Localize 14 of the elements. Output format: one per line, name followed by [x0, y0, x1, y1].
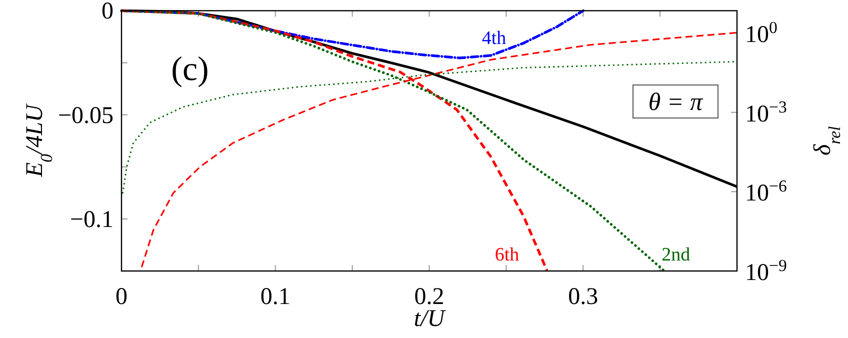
annotation: (c)	[171, 51, 209, 88]
x-tick-label: 0.3	[568, 284, 598, 310]
y-tick-label: −0.1	[70, 206, 114, 233]
y2-tick-label: 10$^{0}$	[745, 18, 778, 48]
y-tick-label: 0	[102, 0, 114, 25]
series-label: 4th	[482, 28, 507, 49]
annotation: θ = π	[648, 89, 704, 116]
y2-tick-label: 10$^{−9}$	[745, 256, 787, 286]
y-tick-label: −0.05	[58, 102, 114, 129]
x-tick-label: 0.1	[260, 284, 290, 310]
y2-tick-label: 10$^{−3}$	[745, 96, 787, 128]
series-label: 6th	[494, 244, 520, 266]
y2-tick-label: 10$^{−6}$	[745, 176, 787, 207]
series-label: 2nd	[662, 244, 691, 266]
